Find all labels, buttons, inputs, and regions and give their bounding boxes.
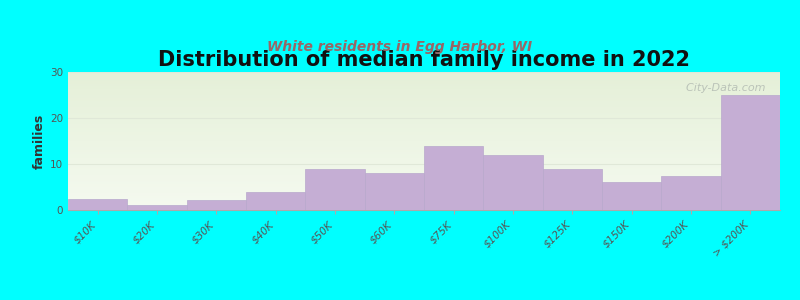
Bar bbox=[306, 169, 365, 210]
Title: Distribution of median family income in 2022: Distribution of median family income in … bbox=[158, 50, 690, 70]
Text: White residents in Egg Harbor, WI: White residents in Egg Harbor, WI bbox=[267, 40, 533, 53]
Bar bbox=[365, 173, 424, 210]
Bar bbox=[542, 169, 602, 210]
Bar bbox=[483, 155, 542, 210]
Bar bbox=[662, 176, 721, 210]
Text: City-Data.com: City-Data.com bbox=[679, 83, 766, 93]
Bar bbox=[246, 192, 306, 210]
Bar bbox=[186, 200, 246, 210]
Bar bbox=[424, 146, 483, 210]
Bar bbox=[721, 95, 780, 210]
Bar bbox=[127, 206, 186, 210]
Bar bbox=[68, 199, 127, 210]
Bar bbox=[602, 182, 662, 210]
Y-axis label: families: families bbox=[33, 113, 46, 169]
